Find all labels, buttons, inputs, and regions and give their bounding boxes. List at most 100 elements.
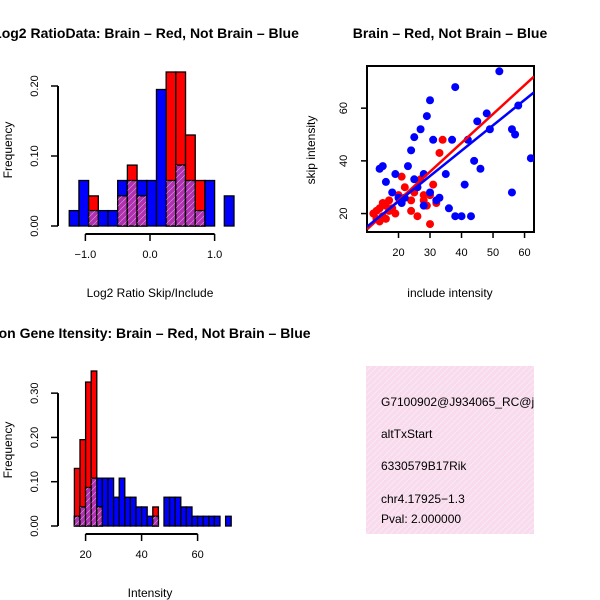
ratio-histogram-x-tick-label: 1.0 bbox=[207, 249, 222, 261]
intensity-histogram-bar-notbrain bbox=[174, 496, 182, 527]
ratio-histogram-bar-overlap-hatch bbox=[117, 195, 128, 226]
ratio-histogram-x-tick-label: −1.0 bbox=[75, 249, 97, 261]
scatter-x-tick-label: 30 bbox=[424, 247, 436, 259]
info-box-texture bbox=[366, 366, 534, 534]
ratio-histogram-ylabel: Frequency bbox=[1, 122, 15, 179]
intensity-histogram-bar-notbrain bbox=[112, 496, 120, 527]
scatter-ylabel: skip intensity bbox=[304, 116, 318, 185]
intensity-histogram-y-tick-label: 0.10 bbox=[29, 471, 41, 492]
intensity-histogram-bar-notbrain bbox=[124, 496, 132, 527]
intensity-histogram-title: Exon Gene Itensity: Brain – Red, Not Bra… bbox=[0, 325, 311, 341]
ratio-histogram-axes: −1.0 0.0 1.0 0.00 0.10 0.20 bbox=[29, 75, 222, 261]
intensity-histogram-y-tick-label: 0.30 bbox=[29, 382, 41, 403]
ratio-histogram-bar-overlap-hatch bbox=[166, 180, 176, 226]
scatter-point-notbrain bbox=[410, 133, 419, 142]
scatter-point-notbrain bbox=[476, 164, 485, 173]
intensity-histogram-axes: 20 40 60 0.00 0.10 0.20 0.30 bbox=[29, 382, 204, 561]
ratio-histogram-bars bbox=[68, 71, 235, 227]
ratio-histogram-title: Log2 RatioData: Brain – Red, Not Brain –… bbox=[0, 25, 299, 41]
ratio-histogram-bar-overlap-hatch bbox=[185, 180, 196, 226]
ratio-histogram-bar-overlap-hatch bbox=[88, 210, 99, 226]
intensity-histogram-x-tick-label: 60 bbox=[191, 549, 203, 561]
scatter-y-tick-label: 60 bbox=[338, 102, 350, 114]
intensity-histogram-bar-overlap-hatch bbox=[96, 506, 103, 526]
intensity-histogram-panel: Exon Gene Itensity: Brain – Red, Not Bra… bbox=[0, 325, 311, 600]
scatter-point-brain bbox=[438, 135, 447, 144]
intensity-histogram-bars bbox=[73, 370, 232, 527]
ratio-histogram-bar-overlap-hatch bbox=[195, 210, 205, 226]
scatter-point-notbrain bbox=[441, 170, 450, 179]
intensity-histogram-bar-notbrain bbox=[180, 506, 188, 527]
scatter-point-notbrain bbox=[526, 154, 534, 163]
scatter-regression-line-notbrain bbox=[367, 91, 534, 228]
intensity-histogram-bar-notbrain bbox=[185, 506, 193, 527]
info-probe-id: G7100902@J934065_RC@j_at bbox=[381, 395, 551, 409]
scatter-y-tick-label: 20 bbox=[338, 207, 350, 219]
ratio-histogram-y-tick-label: 0.00 bbox=[29, 215, 41, 236]
intensity-histogram-bar-notbrain bbox=[208, 515, 216, 527]
ratio-histogram-bar-notbrain bbox=[155, 88, 167, 227]
intensity-histogram-y-tick-label: 0.20 bbox=[29, 427, 41, 448]
intensity-histogram-bar-notbrain bbox=[196, 515, 204, 527]
scatter-point-brain bbox=[413, 212, 422, 221]
ratio-histogram-y-tick-label: 0.20 bbox=[29, 75, 41, 96]
scatter-plot-box bbox=[366, 65, 535, 233]
intensity-histogram-bar-overlap-hatch bbox=[80, 506, 86, 526]
scatter-x-tick-label: 60 bbox=[518, 247, 530, 259]
intensity-histogram-bar-notbrain bbox=[202, 515, 210, 527]
intensity-histogram-bar-notbrain bbox=[163, 496, 171, 527]
intensity-histogram-ylabel: Frequency bbox=[1, 422, 15, 479]
intensity-histogram-bar-notbrain bbox=[129, 496, 137, 527]
scatter-point-notbrain bbox=[391, 170, 400, 179]
scatter-point-notbrain bbox=[451, 212, 460, 221]
intensity-histogram-bar-notbrain bbox=[146, 515, 154, 527]
ratio-histogram-bar-overlap-hatch bbox=[127, 180, 138, 226]
ratio-histogram-bar-notbrain bbox=[223, 195, 235, 227]
scatter-point-brain bbox=[391, 209, 400, 218]
scatter-y-tick-label: 40 bbox=[338, 155, 350, 167]
ratio-histogram-bar-notbrain bbox=[107, 209, 119, 227]
scatter-x-tick-label: 40 bbox=[455, 247, 467, 259]
scatter-point-notbrain bbox=[470, 156, 479, 165]
intensity-histogram-bar-notbrain bbox=[140, 506, 148, 527]
info-location: chr4.17925−1.3 bbox=[381, 492, 465, 506]
scatter-point-brain bbox=[381, 214, 390, 223]
scatter-point-brain bbox=[426, 220, 435, 229]
intensity-histogram-bar-overlap-hatch bbox=[74, 516, 80, 526]
scatter-point-notbrain bbox=[381, 177, 390, 186]
ratio-histogram-bar-overlap-hatch bbox=[137, 195, 147, 226]
scatter-point-notbrain bbox=[507, 188, 516, 197]
scatter-point-notbrain bbox=[495, 67, 504, 76]
info-pval: Pval: 2.000000 bbox=[381, 512, 461, 526]
ratio-histogram-bar-notbrain bbox=[68, 209, 80, 227]
scatter-x-tick-label: 20 bbox=[392, 247, 404, 259]
ratio-histogram-bar-notbrain bbox=[146, 179, 158, 227]
intensity-histogram-bar-overlap-hatch bbox=[85, 487, 92, 526]
scatter-point-brain bbox=[429, 180, 438, 189]
intensity-histogram-x-tick-label: 40 bbox=[135, 549, 147, 561]
intensity-histogram-bar-notbrain bbox=[168, 496, 176, 527]
scatter-point-notbrain bbox=[444, 204, 453, 213]
intensity-histogram-bar-overlap-hatch bbox=[91, 478, 97, 526]
scatter-point-notbrain bbox=[388, 188, 397, 197]
scatter-point-notbrain bbox=[419, 201, 428, 210]
scatter-point-notbrain bbox=[407, 146, 416, 155]
scatter-point-notbrain bbox=[416, 125, 425, 134]
intensity-histogram-bar-notbrain bbox=[191, 515, 199, 527]
scatter-point-notbrain bbox=[457, 212, 466, 221]
info-event-type: altTxStart bbox=[381, 427, 433, 441]
scatter-point-brain bbox=[435, 148, 444, 157]
scatter-point-notbrain bbox=[429, 135, 438, 144]
ratio-histogram-x-tick-label: 0.0 bbox=[142, 249, 157, 261]
scatter-point-notbrain bbox=[451, 83, 460, 92]
scatter-point-notbrain bbox=[410, 175, 419, 184]
intensity-histogram-x-tick-label: 20 bbox=[79, 549, 91, 561]
scatter-point-brain bbox=[419, 191, 428, 200]
scatter-point-notbrain bbox=[511, 130, 520, 139]
intensity-histogram-bar-notbrain bbox=[213, 515, 221, 527]
scatter-axes: 20 30 40 50 60 20 40 60 bbox=[338, 102, 531, 259]
intensity-histogram-bar-notbrain bbox=[107, 477, 115, 527]
scatter-point-notbrain bbox=[435, 193, 444, 202]
scatter-panel: Brain – Red, Not Brain – Blue include in… bbox=[304, 25, 547, 300]
